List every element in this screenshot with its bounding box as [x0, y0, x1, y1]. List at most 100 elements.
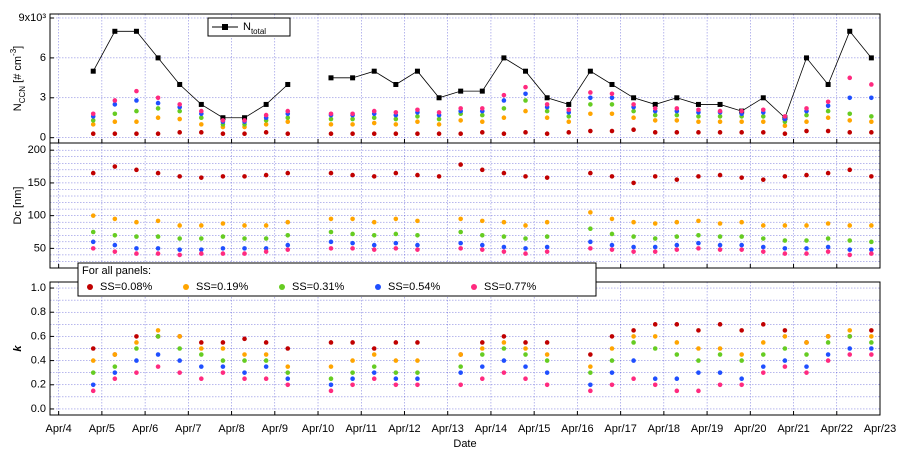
legend-label: SS=0.31%	[292, 281, 345, 293]
point	[177, 358, 182, 363]
point	[263, 236, 269, 241]
point	[134, 346, 139, 351]
y-tick-label: 50	[34, 242, 46, 254]
point	[479, 340, 485, 345]
point	[220, 246, 226, 251]
point	[501, 115, 507, 121]
x-tick-label: Apr/21	[777, 423, 809, 435]
point	[847, 334, 853, 339]
point	[242, 352, 247, 357]
point	[717, 352, 723, 357]
point	[393, 240, 399, 246]
point	[220, 251, 226, 256]
point	[285, 382, 291, 388]
point	[782, 238, 788, 243]
point	[328, 111, 334, 117]
point	[328, 382, 334, 388]
y-axis-label: k	[12, 345, 24, 352]
point	[415, 218, 420, 224]
point	[415, 242, 420, 248]
total-marker	[328, 75, 334, 81]
total-marker	[263, 101, 269, 107]
point	[112, 119, 118, 125]
point	[134, 88, 139, 94]
point	[501, 234, 507, 239]
point	[609, 382, 615, 388]
x-tick-label: Apr/14	[475, 423, 507, 435]
point	[328, 122, 334, 127]
point	[652, 236, 658, 241]
total-marker	[285, 81, 291, 87]
point	[696, 218, 701, 224]
point	[90, 370, 96, 375]
point	[479, 167, 485, 173]
legend-label-part: N	[243, 21, 251, 33]
x-tick-label: Apr/17	[604, 423, 636, 435]
x-tick-label: Apr/10	[302, 423, 334, 435]
point	[566, 114, 572, 119]
point	[155, 218, 161, 224]
y-tick-label: 0	[40, 132, 46, 144]
point	[717, 221, 723, 226]
y-axis-label-part: [# cm	[12, 56, 24, 86]
point	[760, 244, 766, 250]
point	[393, 110, 399, 115]
point	[825, 115, 831, 121]
point	[631, 340, 636, 345]
point	[350, 116, 355, 122]
point	[155, 246, 161, 251]
point	[652, 106, 658, 111]
total-marker	[804, 55, 810, 61]
point	[847, 75, 853, 81]
point	[696, 114, 701, 119]
point	[220, 234, 226, 239]
point	[177, 247, 182, 252]
point	[869, 223, 874, 228]
point	[199, 346, 204, 351]
point	[220, 358, 226, 363]
point	[652, 322, 658, 327]
point	[869, 82, 874, 87]
point	[804, 106, 809, 111]
point	[501, 106, 507, 111]
y-tick-label: 0.0	[31, 403, 46, 415]
point	[588, 111, 593, 117]
point	[523, 108, 528, 114]
point	[847, 167, 853, 173]
point	[588, 239, 593, 245]
point	[479, 130, 485, 135]
point	[847, 247, 853, 252]
point	[760, 130, 766, 135]
point	[739, 376, 744, 382]
point	[242, 376, 247, 382]
point	[285, 232, 291, 238]
point	[652, 130, 658, 135]
point	[242, 118, 247, 123]
point	[869, 247, 874, 252]
point	[90, 229, 96, 235]
point	[350, 122, 355, 127]
point	[328, 131, 334, 136]
point	[328, 246, 334, 251]
point	[285, 108, 291, 114]
point	[479, 218, 485, 224]
point	[285, 242, 291, 248]
point	[782, 346, 788, 351]
point	[458, 216, 463, 222]
point	[177, 334, 182, 339]
point	[782, 334, 788, 339]
point	[674, 130, 680, 135]
y-tick-label: 0.2	[31, 379, 46, 391]
point	[652, 221, 658, 226]
point	[869, 346, 874, 351]
y-tick-label: 100	[28, 210, 46, 222]
total-marker	[652, 101, 658, 107]
point	[371, 376, 377, 382]
point	[328, 364, 334, 369]
point	[523, 346, 528, 351]
point	[458, 246, 463, 251]
total-marker	[760, 95, 766, 101]
point	[177, 370, 182, 375]
point	[479, 247, 485, 252]
point	[155, 106, 161, 111]
